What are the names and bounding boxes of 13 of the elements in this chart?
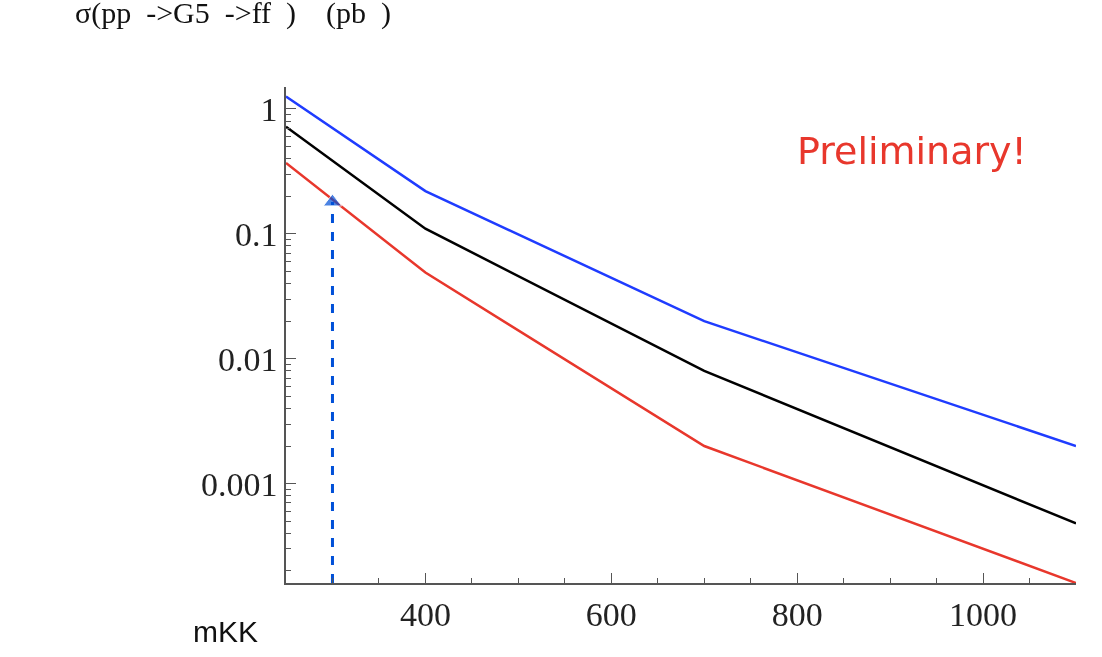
x-tick-label: 400 [399,595,451,633]
x-tick-label: 800 [771,595,823,633]
y-axis-title: σ(pp ->G5 ->ff ) (pb ) [75,0,392,30]
y-tick-label: 0.01 [217,340,278,378]
line-series [286,125,1076,525]
annotation: Preliminary! [797,129,1027,173]
y-tick-label: 1 [260,90,278,128]
y-tick-label: 0.001 [200,465,278,503]
x-tick-label: 1000 [949,595,1018,633]
x-axis-title: mKK [193,615,259,648]
x-tick-label: 600 [585,595,637,633]
y-tick-label: 0.1 [234,215,278,253]
line-series [286,95,1076,448]
